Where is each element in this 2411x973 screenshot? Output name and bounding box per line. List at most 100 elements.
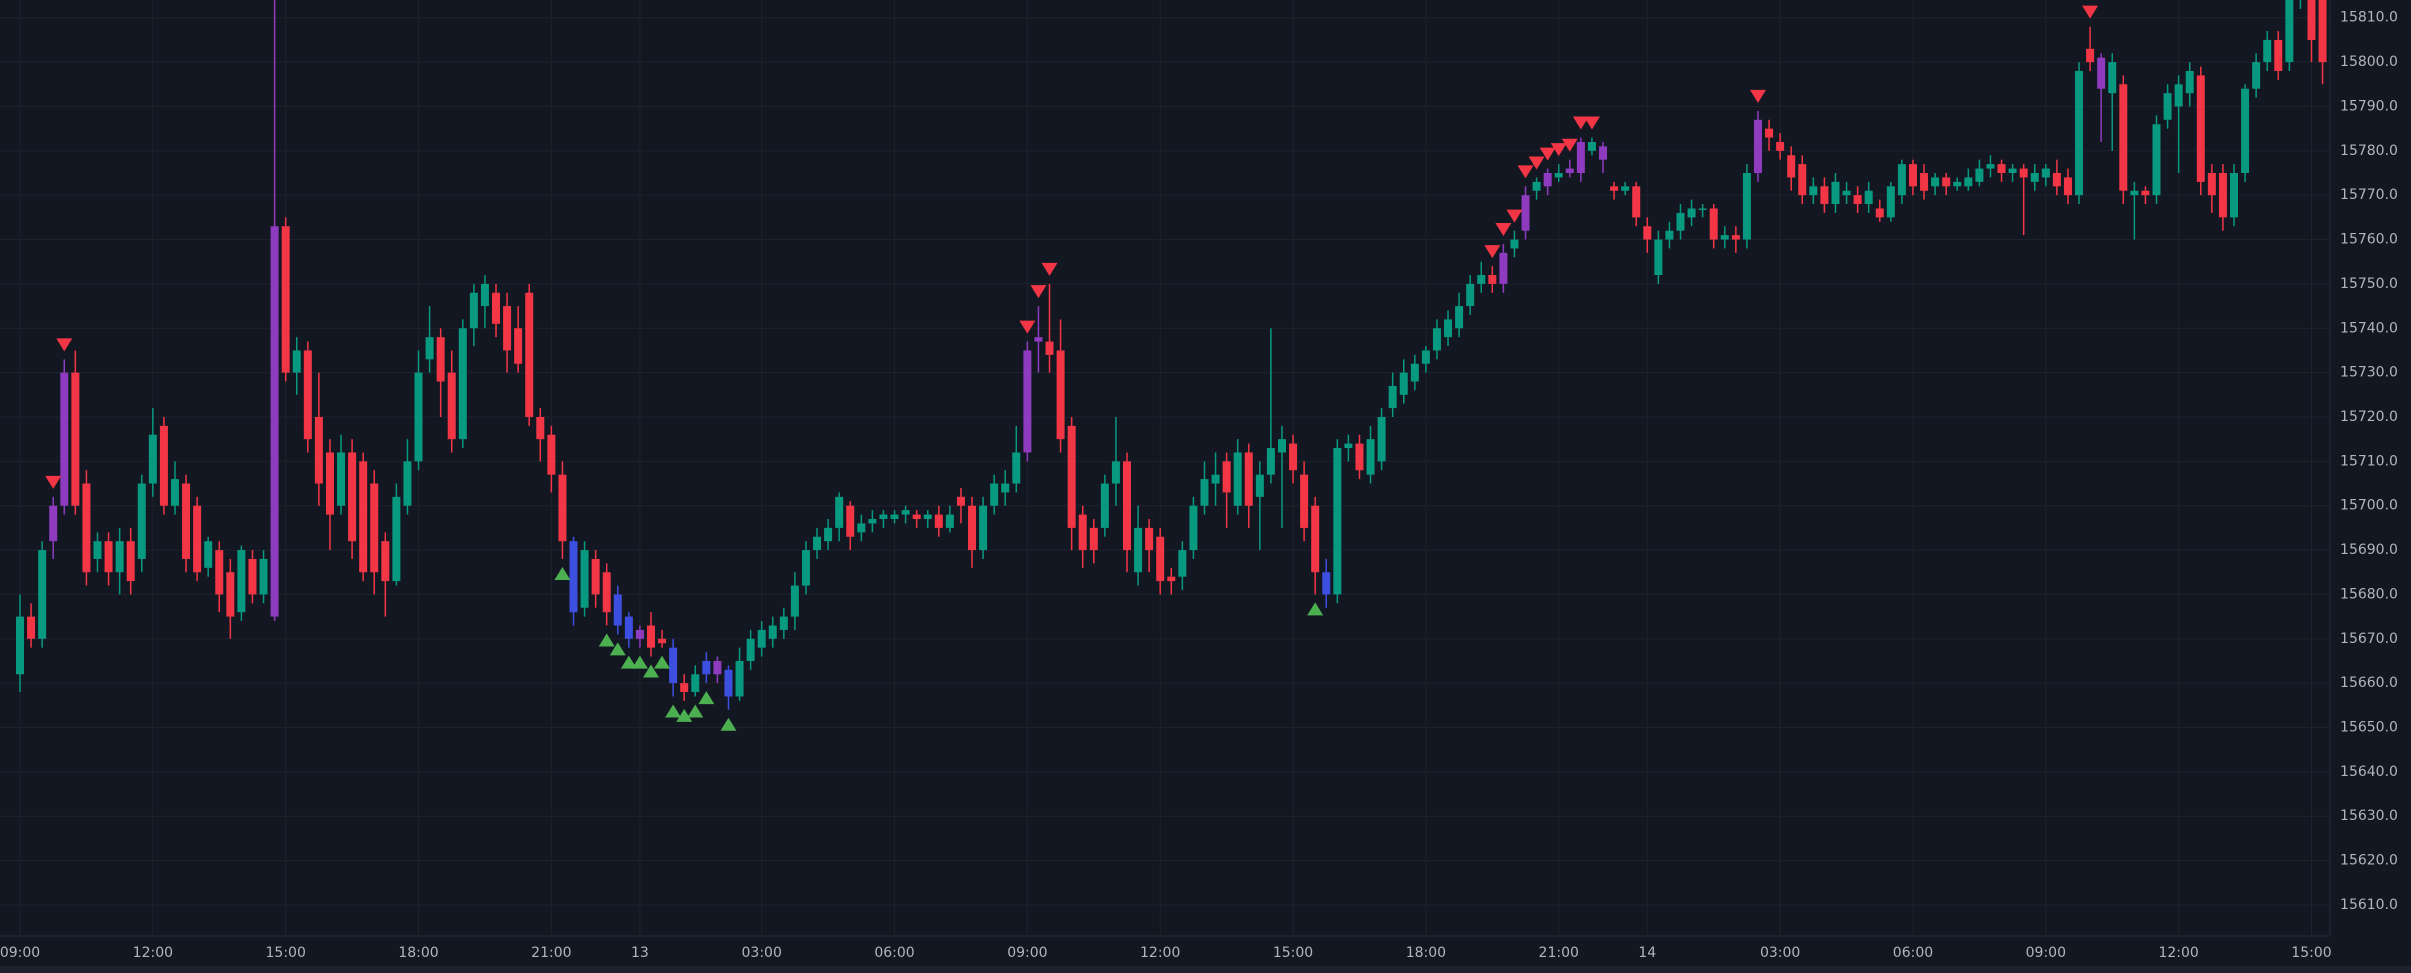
candle-body — [1776, 141, 1785, 151]
candle-body — [1167, 576, 1176, 582]
sell-signal — [1495, 222, 1512, 236]
candle-body — [38, 550, 47, 639]
candle-body — [126, 541, 135, 582]
candle-body — [447, 372, 456, 440]
candle-body — [1886, 186, 1895, 218]
candle-body — [801, 550, 810, 586]
y-tick-label: 15780.0 — [2340, 143, 2398, 159]
candle-body — [990, 483, 999, 506]
candle-body — [2196, 75, 2205, 182]
y-tick-label: 15690.0 — [2340, 542, 2398, 558]
x-tick-label: 06:00 — [1893, 945, 1933, 961]
candle-body — [1654, 239, 1663, 276]
candle-body — [1698, 208, 1707, 210]
candle-body — [1599, 146, 1608, 160]
candle-body — [2141, 190, 2150, 196]
candle-body — [1798, 164, 1807, 196]
candle-body — [2108, 62, 2117, 94]
candle-body — [768, 625, 777, 639]
y-tick-label: 15770.0 — [2340, 187, 2398, 203]
candle-body — [1920, 173, 1929, 191]
candle-body — [846, 505, 855, 537]
candle-body — [1123, 461, 1131, 551]
candle-body — [2063, 177, 2072, 196]
candle-body — [1931, 177, 1940, 187]
sell-signal — [1583, 116, 1600, 130]
candle-body — [1488, 275, 1497, 284]
candle-body — [1067, 425, 1076, 528]
candle-body — [1056, 350, 1065, 440]
y-tick-label: 15670.0 — [2340, 631, 2398, 647]
candle-body — [2318, 0, 2327, 63]
candle-body — [1377, 416, 1386, 462]
candle-body — [469, 292, 478, 329]
candle-body — [2041, 168, 2050, 178]
buy-signal — [554, 566, 571, 580]
candle-body — [558, 474, 567, 542]
candle-body — [1300, 474, 1309, 528]
candle-body — [226, 572, 235, 617]
y-tick-label: 15650.0 — [2340, 720, 2398, 736]
candle-body — [148, 434, 157, 484]
candle-body — [193, 505, 202, 573]
candle-body — [1587, 141, 1596, 151]
x-tick-label: 12:00 — [2158, 945, 2198, 961]
candle-body — [1045, 341, 1054, 355]
bottom-bar — [0, 966, 2411, 973]
buy-signal — [687, 704, 704, 718]
candle-body — [370, 483, 379, 573]
sell-signal — [45, 475, 62, 489]
candle-body — [1233, 452, 1242, 506]
candle-body — [1953, 181, 1962, 187]
candle-body — [514, 328, 523, 364]
sell-signal — [1749, 89, 1766, 103]
candle-body — [1731, 235, 1740, 240]
candle-body — [1908, 164, 1917, 187]
candle-body — [1111, 461, 1120, 484]
candle-body — [1997, 164, 2006, 174]
candle-body — [912, 514, 921, 520]
candle-body — [392, 496, 401, 582]
candle-body — [1720, 235, 1729, 240]
candle-body — [1477, 275, 1486, 284]
y-tick-label: 15810.0 — [2340, 10, 2398, 26]
candle-body — [1964, 177, 1973, 187]
x-tick-label: 09:00 — [0, 945, 40, 961]
buy-signal — [1307, 602, 1324, 616]
candle-body — [691, 674, 700, 693]
candle-body — [713, 660, 722, 675]
candle-body — [1023, 350, 1032, 453]
candle-body — [1576, 141, 1585, 174]
candle-body — [956, 496, 965, 506]
candle-body — [182, 483, 191, 559]
candle-body — [1665, 230, 1674, 240]
candle-body — [1333, 448, 1342, 595]
sell-signal — [1561, 138, 1578, 152]
candle-body — [1632, 186, 1641, 218]
candle-body — [968, 505, 977, 551]
candle-body — [1289, 443, 1298, 471]
candle-body — [1466, 283, 1475, 307]
candle-body — [658, 638, 667, 644]
candle-body — [348, 452, 357, 542]
candle-body — [1410, 363, 1419, 382]
candle-body — [259, 558, 268, 595]
candle-body — [1277, 439, 1286, 453]
buy-signal — [642, 664, 659, 678]
sell-signal — [1019, 320, 1036, 334]
y-tick-label: 15710.0 — [2340, 453, 2398, 469]
y-tick-label: 15660.0 — [2340, 675, 2398, 691]
candle-body — [1687, 208, 1696, 218]
candle-body — [1532, 181, 1541, 191]
candle-body — [1864, 190, 1873, 205]
buy-signal — [676, 708, 693, 722]
candle-body — [923, 514, 932, 520]
candle-body — [2097, 57, 2106, 89]
candle-body — [824, 527, 833, 542]
candle-body — [1676, 212, 1685, 231]
x-tick-label: 12:00 — [133, 945, 173, 961]
candle-body — [2086, 48, 2095, 63]
candle-body — [1344, 443, 1353, 449]
candle-body — [237, 550, 246, 613]
